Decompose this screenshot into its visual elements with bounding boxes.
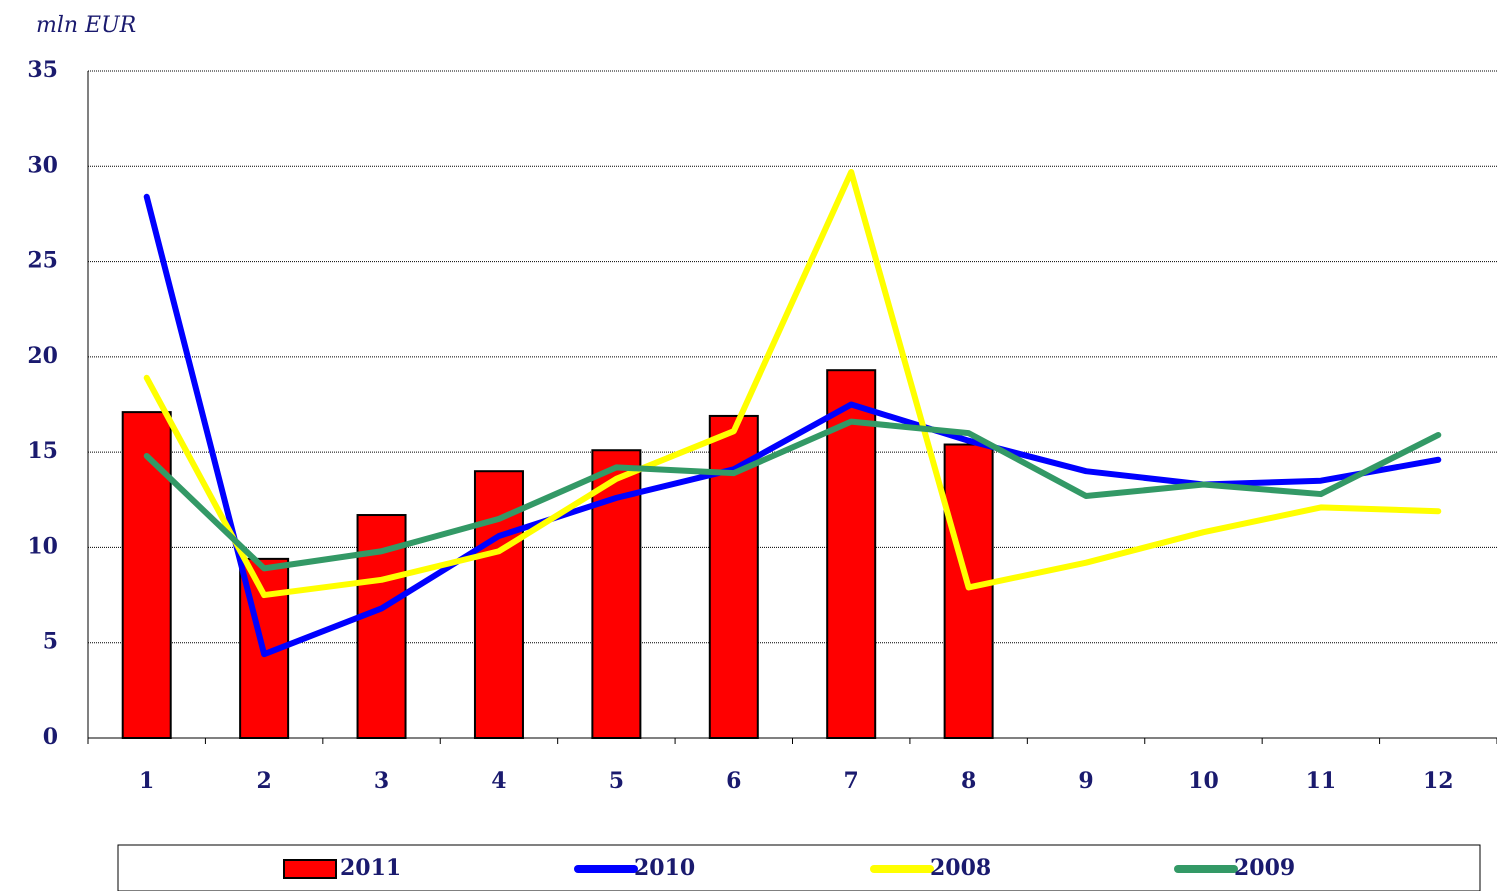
legend-label: 2009 bbox=[1234, 855, 1295, 881]
bar bbox=[473, 470, 524, 739]
bar bbox=[943, 443, 994, 739]
x-tick-label: 6 bbox=[726, 768, 741, 794]
legend-box bbox=[117, 844, 1481, 891]
x-tick-label: 7 bbox=[844, 768, 859, 794]
y-tick-label: 20 bbox=[27, 343, 58, 369]
x-tick-label: 10 bbox=[1188, 768, 1219, 794]
line bbox=[143, 169, 1442, 599]
y-tick-label: 35 bbox=[27, 57, 58, 83]
x-tick-label: 9 bbox=[1078, 768, 1093, 794]
y-tick-label: 15 bbox=[27, 438, 58, 464]
y-tick-label: 5 bbox=[43, 629, 58, 655]
x-tick-label: 2 bbox=[256, 768, 271, 794]
x-tick-label: 3 bbox=[374, 768, 389, 794]
x-tick-label: 12 bbox=[1423, 768, 1454, 794]
x-tick-label: 1 bbox=[139, 768, 154, 794]
x-tick-label: 5 bbox=[609, 768, 624, 794]
line bbox=[143, 418, 1442, 572]
y-axis-label: mln EUR bbox=[36, 13, 136, 38]
legend-label: 2008 bbox=[930, 855, 991, 881]
y-tick-label: 25 bbox=[27, 248, 58, 274]
y-tick-label: 0 bbox=[43, 724, 58, 750]
x-tick-label: 11 bbox=[1306, 768, 1337, 794]
bar bbox=[121, 411, 172, 739]
legend-swatch bbox=[283, 859, 337, 879]
y-tick-label: 10 bbox=[27, 533, 58, 559]
x-tick-label: 4 bbox=[491, 768, 506, 794]
legend-label: 2011 bbox=[340, 855, 401, 881]
legend-label: 2010 bbox=[634, 855, 695, 881]
y-tick-label: 30 bbox=[27, 152, 58, 178]
x-tick-label: 8 bbox=[961, 768, 976, 794]
